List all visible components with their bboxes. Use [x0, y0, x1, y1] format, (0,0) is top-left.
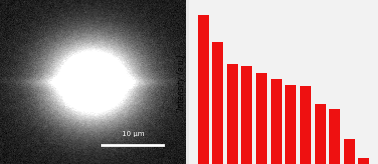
Bar: [227, 64, 238, 164]
Bar: [344, 139, 355, 164]
Bar: [358, 158, 369, 164]
Bar: [271, 79, 282, 164]
Bar: [256, 73, 267, 164]
Text: 10 μm: 10 μm: [122, 131, 144, 137]
Bar: [314, 104, 325, 164]
Bar: [300, 86, 311, 164]
Bar: [198, 15, 209, 164]
Y-axis label: Intensity (a.u.): Intensity (a.u.): [177, 54, 186, 110]
Bar: [329, 109, 340, 164]
Bar: [212, 42, 223, 164]
Bar: [242, 66, 253, 164]
Bar: [285, 85, 296, 164]
